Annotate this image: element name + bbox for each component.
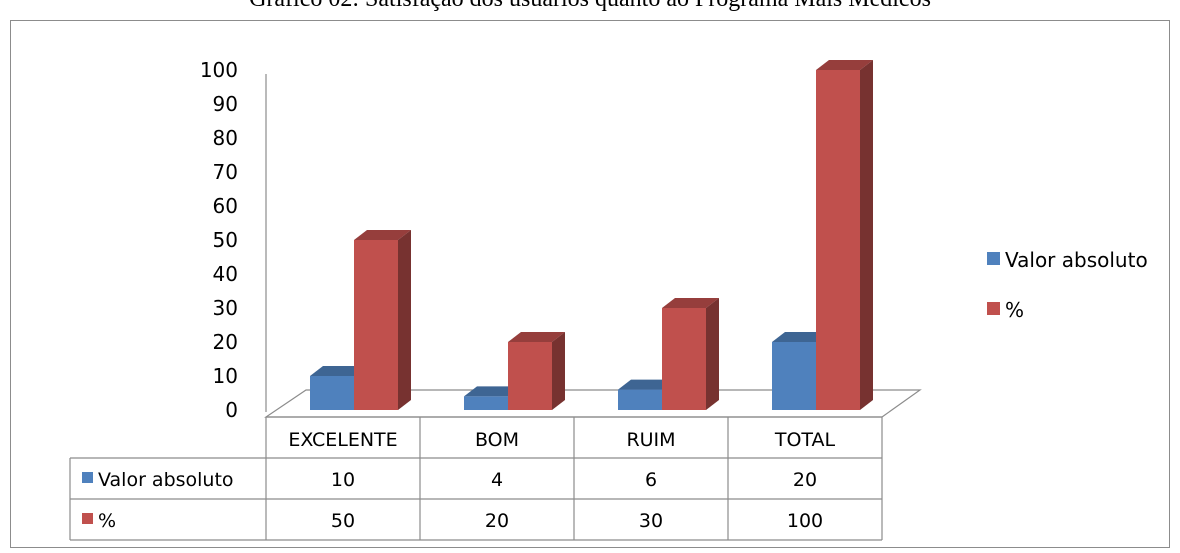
y-tick-label: 40 bbox=[213, 262, 238, 286]
bar-% bbox=[508, 342, 552, 410]
bar-top-% bbox=[354, 230, 411, 240]
x-tick-label: BOM bbox=[475, 429, 519, 451]
y-tick-label: 100 bbox=[200, 58, 238, 82]
y-tick-label: 80 bbox=[213, 126, 238, 150]
bar-side-% bbox=[706, 298, 719, 410]
x-tick-label: EXCELENTE bbox=[288, 429, 397, 451]
table-series-label: Valor absoluto bbox=[98, 469, 234, 491]
y-tick-label: 70 bbox=[213, 160, 238, 184]
bar-top-Valor absoluto bbox=[310, 366, 367, 376]
table-legend-key bbox=[82, 472, 93, 483]
bar-top-% bbox=[662, 298, 719, 308]
bar-Valor absoluto bbox=[618, 389, 662, 410]
bar-top-Valor absoluto bbox=[772, 332, 829, 342]
y-tick-label: 90 bbox=[213, 92, 238, 116]
data-label: 100 bbox=[787, 510, 823, 532]
bar-side-% bbox=[398, 230, 411, 410]
bar-top-% bbox=[508, 332, 565, 342]
bar-side-% bbox=[552, 332, 565, 410]
data-label: 10 bbox=[331, 469, 355, 491]
legend-label: Valor absoluto bbox=[1005, 248, 1148, 272]
data-label: 50 bbox=[331, 510, 355, 532]
bar-top-Valor absoluto bbox=[464, 386, 521, 397]
bar-Valor absoluto bbox=[772, 342, 816, 410]
legend-key bbox=[987, 302, 1000, 315]
x-tick-label: RUIM bbox=[626, 429, 675, 451]
y-tick-label: 20 bbox=[213, 330, 238, 354]
data-label: 30 bbox=[639, 510, 663, 532]
bar-% bbox=[816, 70, 860, 410]
bar-Valor absoluto bbox=[464, 396, 508, 410]
table-legend-key bbox=[82, 513, 93, 524]
bar-% bbox=[662, 308, 706, 410]
data-label: 6 bbox=[645, 469, 657, 491]
y-tick-label: 50 bbox=[213, 228, 238, 252]
y-tick-label: 0 bbox=[225, 398, 238, 422]
chart-frame bbox=[10, 20, 1170, 548]
x-tick-label: TOTAL bbox=[774, 429, 836, 451]
legend-label: % bbox=[1005, 298, 1024, 322]
data-label: 20 bbox=[793, 469, 817, 491]
bar-top-Valor absoluto bbox=[618, 379, 675, 390]
chart-title: Gráfico 02: Satisfação dos usuários quan… bbox=[0, 0, 1180, 13]
y-tick-label: 10 bbox=[213, 364, 238, 388]
data-label: 4 bbox=[491, 469, 503, 491]
bar-side-% bbox=[860, 60, 873, 410]
legend-key bbox=[987, 252, 1000, 265]
y-tick-label: 60 bbox=[213, 194, 238, 218]
data-label: 20 bbox=[485, 510, 509, 532]
bar-% bbox=[354, 240, 398, 410]
y-tick-label: 30 bbox=[213, 296, 238, 320]
table-series-label: % bbox=[98, 510, 116, 532]
bar-Valor absoluto bbox=[310, 376, 354, 410]
bar-top-% bbox=[816, 60, 873, 70]
